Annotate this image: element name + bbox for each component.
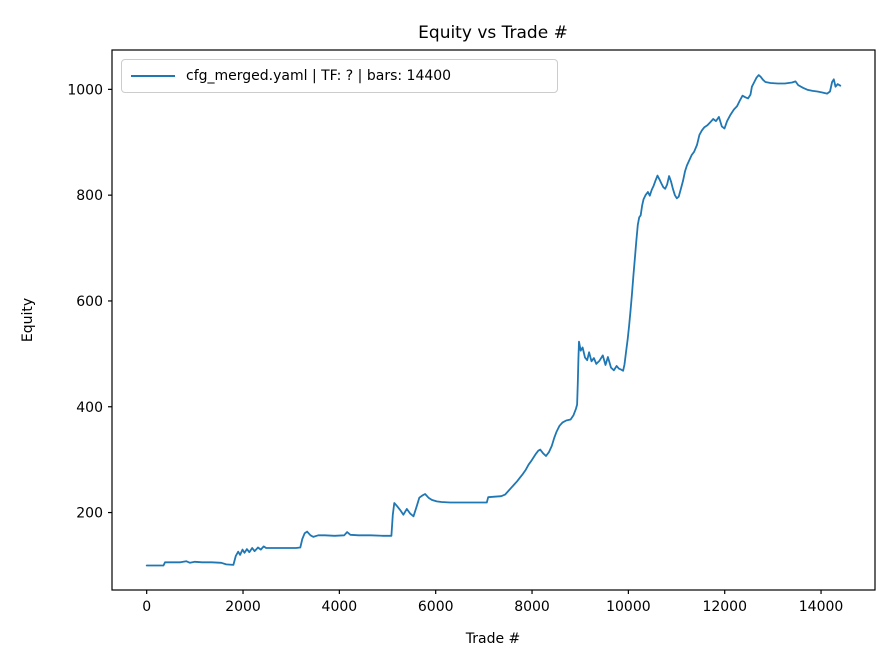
y-tick-label: 400 — [76, 400, 103, 416]
y-tick-label: 800 — [76, 188, 103, 204]
plot-area — [112, 50, 875, 590]
x-tick-label: 0 — [142, 599, 151, 615]
legend-line-sample — [131, 75, 175, 77]
y-tick-label: 600 — [76, 294, 103, 310]
y-axis-label: Equity — [20, 298, 36, 342]
x-tick-label: 4000 — [322, 599, 358, 615]
axis-ticks: 0 2000 4000 6000 8000 10000 12000 14000 200 400 60… — [67, 82, 843, 615]
x-tick-label: 12000 — [702, 599, 747, 615]
chart-title: Equity vs Trade # — [418, 23, 568, 43]
legend: cfg_merged.yaml | TF: ? | bars: 14400 — [121, 59, 558, 93]
y-tick-label: 200 — [76, 506, 103, 522]
axes-spines — [111, 49, 876, 591]
x-tick-label: 6000 — [418, 599, 454, 615]
x-tick-label: 2000 — [225, 599, 261, 615]
legend-label: cfg_merged.yaml | TF: ? | bars: 14400 — [186, 68, 452, 84]
x-tick-label: 14000 — [799, 599, 844, 615]
equity-line — [145, 74, 842, 567]
y-tick-label: 1000 — [67, 82, 103, 98]
x-axis-label: Trade # — [465, 631, 521, 647]
x-tick-label: 10000 — [606, 599, 651, 615]
x-tick-label: 8000 — [514, 599, 550, 615]
